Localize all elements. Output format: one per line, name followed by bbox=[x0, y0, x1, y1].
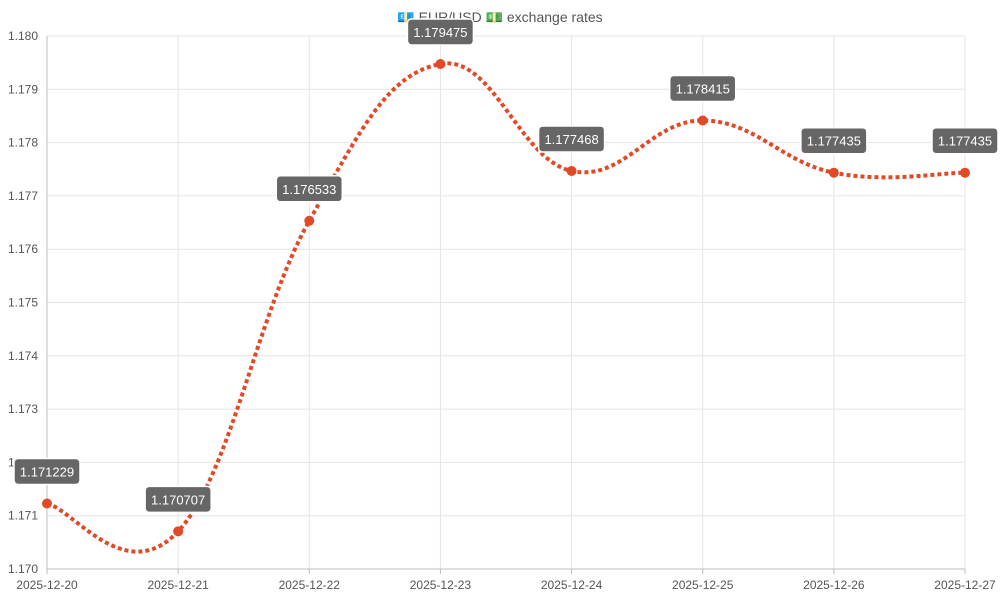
data-point bbox=[304, 215, 315, 226]
series-line-layer bbox=[46, 61, 966, 554]
data-label-box bbox=[144, 485, 212, 514]
data-point bbox=[566, 165, 577, 176]
x-tick-label: 2025-12-24 bbox=[541, 578, 603, 592]
y-tick-label: 1.173 bbox=[8, 402, 38, 416]
data-label: 1.178415 bbox=[668, 74, 737, 103]
data-label-text: 1.177435 bbox=[807, 134, 861, 149]
data-label-text: 1.177468 bbox=[544, 132, 598, 147]
data-label-text: 1.177435 bbox=[938, 134, 992, 149]
data-point bbox=[173, 526, 184, 537]
y-tick-label: 1.174 bbox=[8, 349, 38, 363]
x-tick-labels: 2025-12-20 2025-12-21 2025-12-22 2025-12-23… bbox=[16, 578, 996, 592]
data-label: 1.170707 bbox=[144, 485, 212, 514]
data-label-box bbox=[537, 125, 606, 153]
y-tick-labels: 1.1701.1711.1721.1731.1741.1751.1761.177… bbox=[8, 29, 38, 576]
y-tick-label: 1.179 bbox=[8, 82, 38, 96]
x-tick-label: 2025-12-21 bbox=[147, 578, 209, 592]
y-tick-label: 1.171 bbox=[8, 509, 38, 523]
data-point bbox=[42, 498, 52, 509]
data-label-box bbox=[800, 126, 868, 155]
y-tick-label: 1.176 bbox=[8, 242, 38, 256]
x-tick-label: 2025-12-22 bbox=[279, 578, 341, 592]
data-point bbox=[960, 167, 970, 178]
data-label-text: 1.178415 bbox=[676, 81, 730, 96]
data-label: 1.177435 bbox=[931, 126, 999, 155]
data-label-box bbox=[275, 175, 344, 203]
data-labels: 1.171229 1.170707 1.176533 1.179475 1.177468… bbox=[13, 18, 999, 514]
y-tick-label: 1.178 bbox=[8, 136, 38, 150]
data-label: 1.179475 bbox=[406, 18, 475, 46]
data-points bbox=[42, 58, 970, 537]
y-tick-label: 1.170 bbox=[8, 562, 38, 576]
y-tick-label: 1.177 bbox=[8, 189, 38, 203]
y-tick-label: 1.175 bbox=[8, 296, 38, 310]
data-label: 1.171229 bbox=[13, 457, 81, 486]
x-tick-label: 2025-12-27 bbox=[934, 578, 996, 592]
series-line bbox=[46, 61, 966, 554]
data-label-text: 1.176533 bbox=[282, 182, 336, 197]
x-tick-label: 2025-12-23 bbox=[410, 578, 472, 592]
data-point bbox=[435, 58, 446, 69]
data-label: 1.177468 bbox=[537, 125, 606, 153]
data-label-box bbox=[668, 74, 737, 103]
data-label-text: 1.171229 bbox=[20, 464, 74, 479]
data-label-box bbox=[406, 18, 475, 46]
data-point bbox=[697, 115, 708, 126]
x-tick-label: 2025-12-25 bbox=[672, 578, 734, 592]
y-tick-label: 1.180 bbox=[8, 29, 38, 43]
data-label-box bbox=[931, 126, 999, 155]
data-label-text: 1.179475 bbox=[413, 25, 467, 40]
data-label: 1.176533 bbox=[275, 175, 344, 203]
data-label: 1.177435 bbox=[800, 126, 868, 155]
x-tick-label: 2025-12-26 bbox=[803, 578, 865, 592]
x-tick-label: 2025-12-20 bbox=[16, 578, 78, 592]
data-label-text: 1.170707 bbox=[151, 492, 205, 507]
data-point bbox=[828, 167, 839, 178]
data-label-box bbox=[13, 457, 81, 486]
